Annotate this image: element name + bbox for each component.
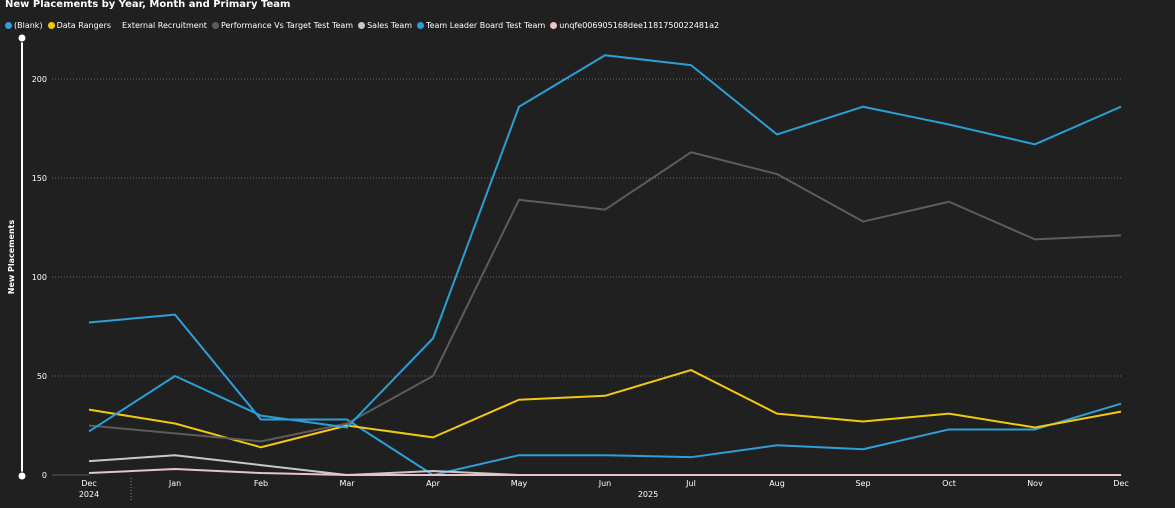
legend-label: Performance Vs Target Test Team	[220, 20, 354, 30]
legend-label: Sales Team	[367, 20, 413, 30]
x-tick-label: Nov	[1027, 479, 1043, 488]
x-tick-label: Mar	[339, 479, 355, 488]
x-tick-label: Apr	[426, 479, 441, 488]
x-tick-label: Aug	[769, 479, 785, 488]
legend-dot-icon	[417, 21, 425, 29]
y-tick-label: 150	[32, 174, 47, 183]
legend-item[interactable]: Data Rangers	[47, 20, 112, 30]
legend-dot-icon	[5, 21, 12, 29]
legend-dot-icon	[47, 21, 55, 29]
series-line-1[interactable]	[88, 369, 1122, 449]
y-axis-label: New Placements	[7, 220, 16, 295]
legend-dot-icon	[211, 21, 219, 29]
x-year-label: 2024	[79, 490, 99, 499]
series-line-3[interactable]	[88, 151, 1122, 443]
x-tick-label: Jun	[598, 479, 612, 488]
legend-item[interactable]: Sales Team	[358, 21, 412, 30]
series-line-6[interactable]	[88, 468, 1121, 476]
chart-legend[interactable]: (Blank) Data Rangers External Recruitment P…	[5, 18, 724, 32]
legend-label: External Recruitment	[122, 20, 207, 30]
x-axis-ticks: Dec Jan Feb Mar Apr May Jun Jul Aug Sep Oct Nov Dec 2…	[79, 478, 1129, 500]
x-tick-label: Dec	[81, 479, 96, 488]
legend-label: unqfe006905168dee1181750022481a2	[559, 20, 720, 30]
x-tick-label: Sep	[855, 479, 870, 488]
x-tick-label: Oct	[942, 479, 956, 488]
y-tick-label: 200	[32, 75, 47, 84]
legend-item[interactable]: Team Leader Board Test Team	[417, 21, 545, 30]
y-tick-label: 100	[32, 273, 47, 282]
slider-handle-bottom[interactable]	[17, 471, 27, 481]
series-lines	[88, 54, 1122, 476]
legend-dot-icon	[358, 21, 366, 29]
slider-handle-top[interactable]	[17, 33, 27, 43]
y-tick-label: 50	[37, 372, 47, 381]
x-tick-label: Feb	[254, 479, 268, 488]
legend-label: Team Leader Board Test Team	[426, 20, 546, 30]
y-axis-ticks: 0 50 100 150 200	[32, 75, 47, 480]
legend-item[interactable]: External Recruitment	[116, 21, 207, 30]
legend-label: (Blank)	[14, 20, 43, 30]
chart-title: New Placements by Year, Month and Primar…	[5, 0, 291, 10]
x-tick-label: Dec	[1113, 479, 1128, 488]
legend-item[interactable]: unqfe006905168dee1181750022481a2	[550, 21, 719, 30]
series-line-5[interactable]	[88, 54, 1122, 433]
x-tick-label: Jan	[168, 479, 181, 488]
legend-dot-icon	[550, 21, 558, 29]
x-tick-label: Jul	[685, 479, 696, 488]
y-axis-zoom-slider	[17, 33, 27, 481]
x-tick-label: May	[511, 479, 528, 488]
legend-label: Data Rangers	[56, 20, 112, 30]
x-year-label: 2025	[638, 490, 658, 499]
legend-item[interactable]: Performance Vs Target Test Team	[211, 20, 354, 30]
series-line-0[interactable]	[88, 313, 1122, 476]
legend-item[interactable]: (Blank)	[5, 21, 43, 30]
y-tick-label: 0	[42, 471, 47, 480]
